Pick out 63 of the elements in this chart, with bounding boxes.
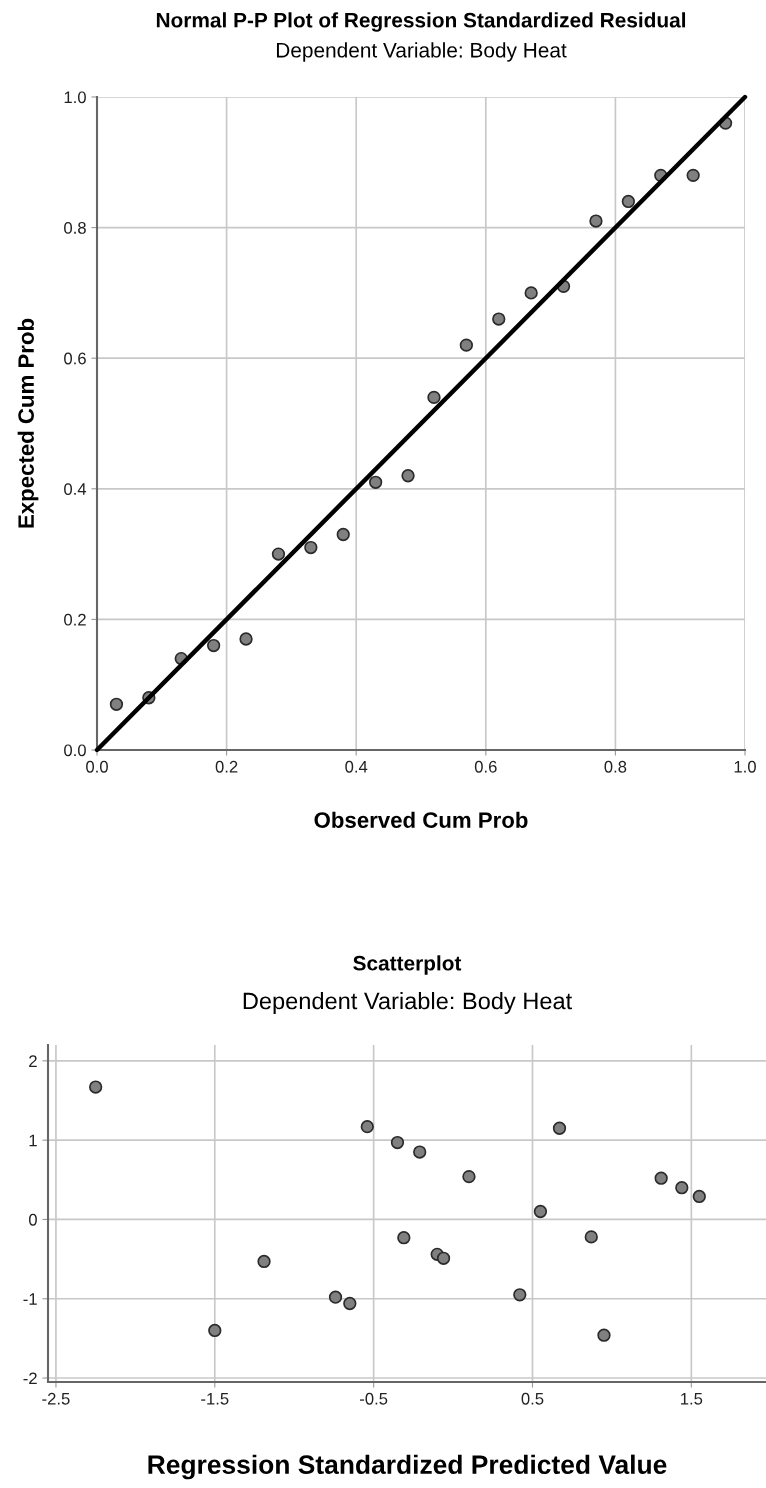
- point: [257, 1254, 271, 1269]
- x-tick-label: 0.8: [604, 760, 627, 773]
- y-axis-title: Expected Cum Prob: [17, 318, 39, 528]
- point: [401, 469, 415, 483]
- point: [208, 1323, 222, 1338]
- chart-title: Scatterplot: [353, 955, 462, 975]
- point: [675, 1181, 689, 1195]
- point: [686, 168, 700, 183]
- point: [304, 540, 318, 555]
- y-tick-label: 2: [29, 1055, 37, 1067]
- x-tick-label: 0.2: [215, 760, 238, 773]
- point: [390, 1135, 405, 1150]
- x-axis-title: Observed Cum Prob: [314, 811, 528, 828]
- point: [368, 475, 383, 489]
- x-tick-label: 1.0: [734, 760, 756, 773]
- point: [552, 1121, 567, 1135]
- x-tick-label: 0.4: [345, 760, 368, 773]
- point: [692, 1189, 706, 1204]
- x-tick-label: -1.5: [201, 1393, 229, 1405]
- x-tick-label: 0.0: [86, 760, 108, 773]
- point: [239, 632, 253, 646]
- point: [206, 638, 221, 653]
- y-tick-label: 0.6: [64, 352, 86, 365]
- point: [597, 1328, 611, 1342]
- point: [589, 214, 603, 228]
- x-tick-label: -2.5: [42, 1392, 70, 1405]
- point: [271, 547, 286, 561]
- point: [654, 1171, 668, 1185]
- point: [397, 1231, 411, 1245]
- point: [492, 312, 506, 326]
- y-tick-label: 0.4: [64, 483, 87, 495]
- point: [584, 1230, 598, 1244]
- x-tick-label: 1.5: [681, 1393, 703, 1405]
- point: [436, 1251, 451, 1265]
- x-tick-label: 0.5: [521, 1392, 544, 1405]
- point: [427, 390, 441, 405]
- y-tick-label: 0: [28, 1213, 37, 1226]
- point: [513, 1288, 527, 1302]
- y-tick-label: 0.2: [64, 613, 86, 626]
- chart-title: Normal P-P Plot of Regression Standardized Residual: [156, 12, 686, 32]
- point: [621, 194, 636, 209]
- point: [413, 1145, 427, 1159]
- point: [336, 527, 350, 542]
- point: [89, 1080, 103, 1094]
- y-tick-label: -1: [23, 1293, 37, 1305]
- y-tick-label: 1.0: [64, 91, 86, 104]
- point: [462, 1169, 476, 1184]
- point: [343, 1296, 357, 1311]
- point: [533, 1204, 548, 1219]
- point: [360, 1120, 374, 1134]
- point: [328, 1290, 343, 1304]
- point: [109, 697, 124, 711]
- y-tick-label: 0.8: [64, 222, 86, 234]
- point: [459, 338, 474, 352]
- y-tick-label: 0.0: [64, 744, 86, 757]
- point: [524, 286, 538, 300]
- x-tick-label: 0.6: [474, 760, 497, 773]
- y-tick-label: -2: [23, 1372, 37, 1385]
- y-tick-label: 1: [29, 1134, 37, 1147]
- x-tick-label: -0.5: [360, 1392, 388, 1405]
- x-axis-title: Regression Standardized Predicted Value: [148, 1454, 667, 1480]
- chart-subtitle: Dependent Variable: Body Heat: [243, 991, 573, 1015]
- chart-subtitle: Dependent Variable: Body Heat: [276, 42, 567, 62]
